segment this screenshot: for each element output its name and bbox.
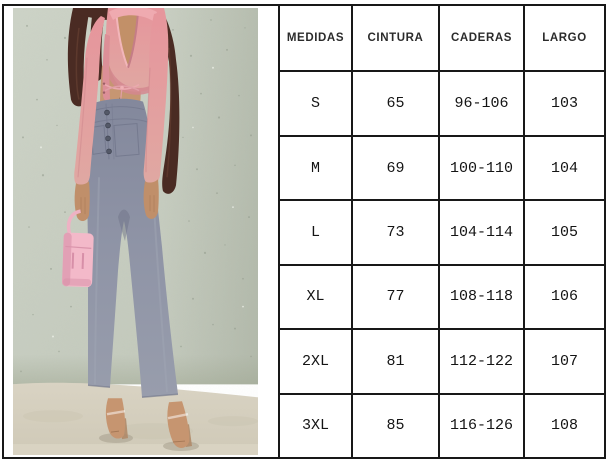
size-row-label: S [280,70,351,135]
page-frame: MEDIDAS CINTURA CADERAS LARGO S 65 96-10… [2,4,606,459]
size-value-cell: 108 [523,392,604,457]
grey-trousers [84,98,179,399]
trouser-buttons [104,109,112,155]
size-value-cell: 100-110 [438,134,523,200]
pink-handbag [62,209,94,288]
size-value-cell: 105 [523,199,604,264]
size-value-cell: 77 [351,263,438,329]
size-value-cell: 73 [351,199,438,264]
size-row-label: 2XL [280,328,351,393]
size-value-cell: 96-106 [438,70,523,135]
size-value-cell: 104 [523,134,604,200]
size-value-cell: 81 [351,328,438,393]
size-value-cell: 108-118 [438,263,523,329]
size-value-cell: 85 [351,392,438,457]
column-header-caderas: CADERAS [438,6,523,71]
blazer-sleeves [74,11,169,187]
column-header-largo: LARGO [523,6,604,71]
model-feet-heels [105,398,192,449]
size-row-label: M [280,134,351,200]
size-value-cell: 107 [523,328,604,393]
product-photo-illustration [13,8,258,455]
column-header-medidas: MEDIDAS [280,6,351,71]
column-header-cintura: CINTURA [351,6,438,71]
model-figure [62,8,192,449]
size-row-label: L [280,199,351,264]
size-value-cell: 69 [351,134,438,200]
size-value-cell: 106 [523,263,604,329]
size-value-cell: 116-126 [438,392,523,457]
size-value-cell: 65 [351,70,438,135]
product-photo [4,6,278,457]
size-value-cell: 104-114 [438,199,523,264]
size-row-label: 3XL [280,392,351,457]
size-row-label: XL [280,263,351,329]
size-value-cell: 103 [523,70,604,135]
carpet-floor [13,382,258,455]
size-chart-table: MEDIDAS CINTURA CADERAS LARGO S 65 96-10… [278,6,604,457]
size-value-cell: 112-122 [438,328,523,393]
